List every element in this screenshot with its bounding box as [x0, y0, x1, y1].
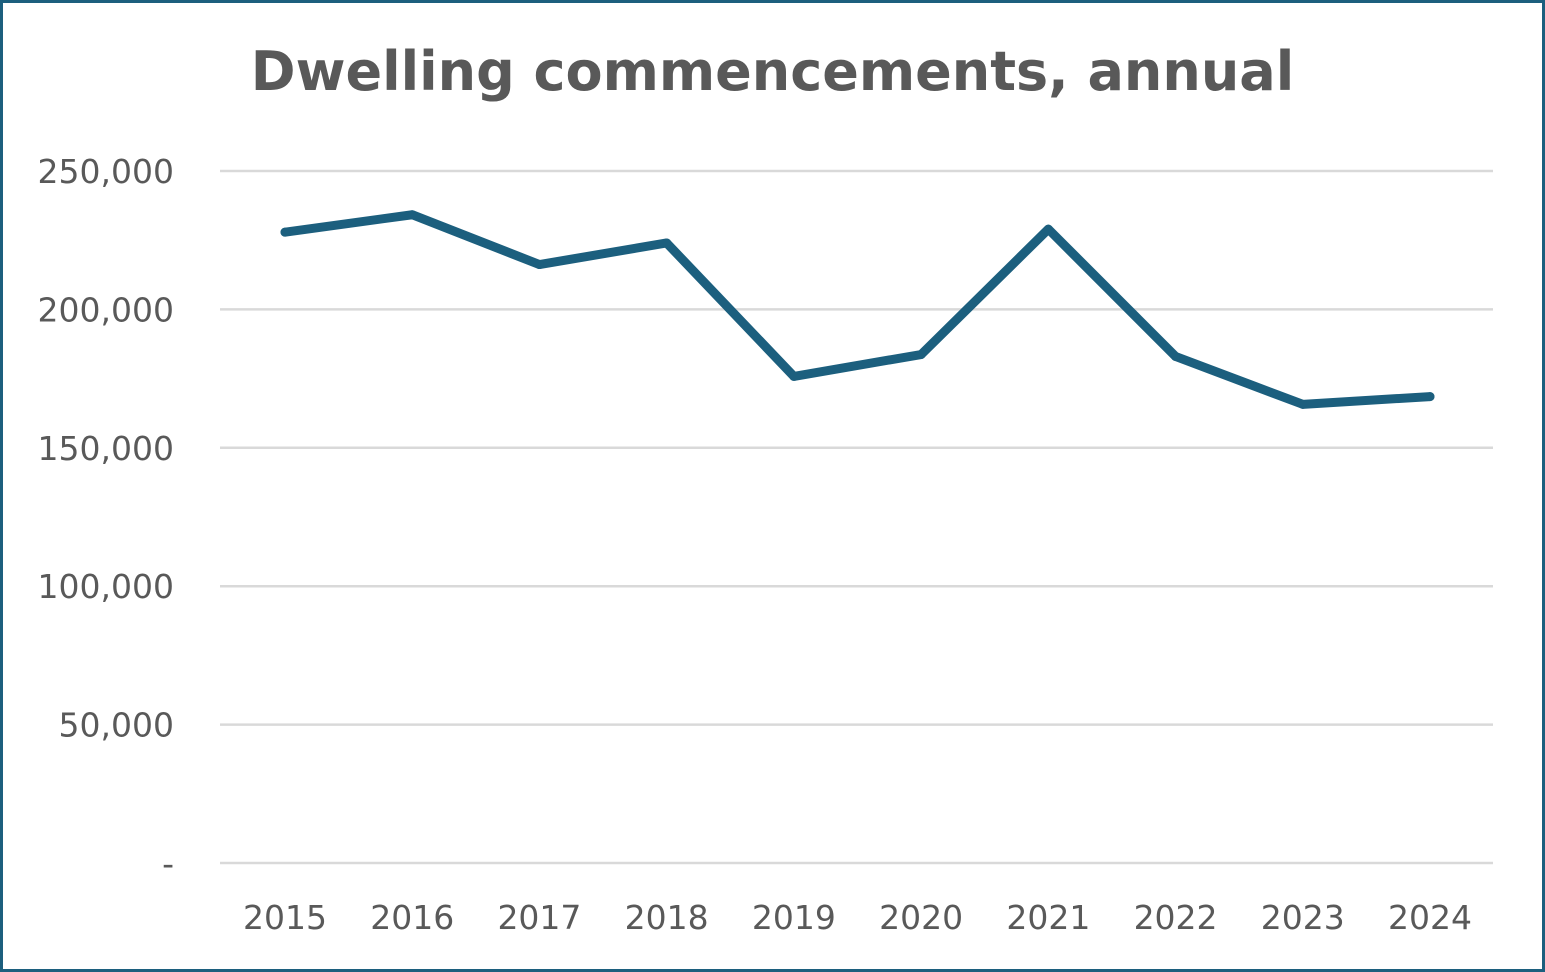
- series-layer: [280, 210, 1435, 409]
- gridlines: [220, 169, 1493, 865]
- data-point-2019: [789, 371, 799, 381]
- y-tick-label: 100,000: [38, 567, 174, 606]
- data-point-2023: [1298, 399, 1308, 409]
- x-tick-label: 2023: [1261, 898, 1345, 937]
- x-tick-label: 2018: [625, 898, 709, 937]
- x-tick-label: 2022: [1134, 898, 1218, 937]
- x-tick-label: 2021: [1006, 898, 1090, 937]
- chart-title: Dwelling commencements, annual: [250, 40, 1295, 103]
- x-tick-label: 2017: [497, 898, 581, 937]
- y-tick-label: 50,000: [59, 706, 174, 745]
- data-point-2016: [407, 210, 417, 220]
- data-point-2021: [1043, 224, 1053, 234]
- y-tick-label: 200,000: [38, 290, 174, 329]
- data-point-2018: [662, 238, 672, 248]
- data-point-2024: [1425, 392, 1435, 402]
- data-point-2020: [916, 350, 926, 360]
- data-point-2015: [280, 227, 290, 237]
- y-axis-tick-labels: - 50,000 100,000 150,000 200,000 250,000: [38, 152, 174, 883]
- x-tick-label: 2016: [370, 898, 454, 937]
- y-tick-label: 250,000: [38, 152, 174, 191]
- data-point-2022: [1171, 351, 1181, 361]
- x-tick-label: 2024: [1388, 898, 1472, 937]
- x-tick-label: 2020: [879, 898, 963, 937]
- y-tick-label: -: [162, 844, 174, 883]
- x-axis-tick-labels: 2015 2016 2017 2018 2019 2020 2021 2022 2023 2024: [243, 898, 1472, 937]
- y-tick-label: 150,000: [38, 429, 174, 468]
- x-tick-label: 2015: [243, 898, 327, 937]
- data-point-2017: [534, 260, 544, 270]
- series-line: [280, 210, 1435, 409]
- x-tick-label: 2019: [752, 898, 836, 937]
